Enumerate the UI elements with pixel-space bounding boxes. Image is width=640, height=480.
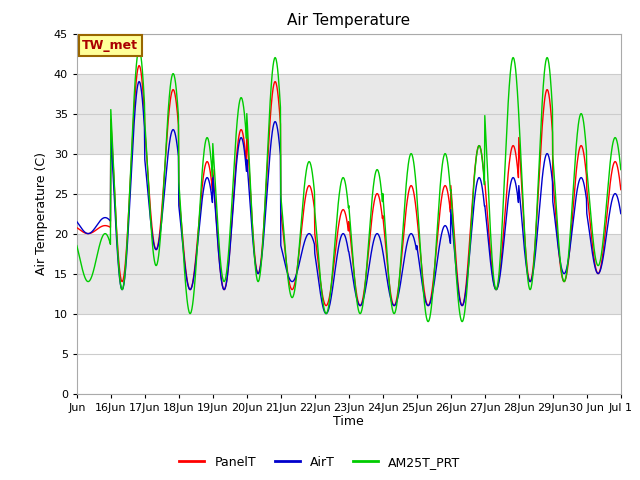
Line: AM25T_PRT: AM25T_PRT bbox=[77, 49, 621, 322]
AirT bbox=[323, 311, 330, 316]
PanelT bbox=[440, 186, 447, 192]
PanelT bbox=[617, 187, 625, 192]
PanelT bbox=[291, 283, 298, 288]
AM25T_PRT bbox=[73, 243, 81, 249]
PanelT bbox=[87, 230, 95, 236]
PanelT bbox=[73, 225, 81, 230]
AM25T_PRT bbox=[135, 47, 143, 52]
Legend: PanelT, AirT, AM25T_PRT: PanelT, AirT, AM25T_PRT bbox=[174, 451, 466, 474]
Line: AirT: AirT bbox=[77, 82, 621, 313]
PanelT bbox=[323, 303, 330, 309]
AirT bbox=[324, 308, 332, 313]
PanelT bbox=[135, 63, 143, 69]
AirT bbox=[135, 79, 143, 84]
PanelT bbox=[324, 299, 332, 305]
AM25T_PRT bbox=[363, 262, 371, 268]
Bar bbox=[77, 234, 621, 313]
AM25T_PRT bbox=[440, 155, 447, 161]
AirT bbox=[364, 276, 371, 282]
AirT bbox=[73, 219, 81, 225]
Bar bbox=[77, 34, 621, 73]
AirT bbox=[440, 225, 447, 230]
AirT bbox=[291, 277, 298, 283]
PanelT bbox=[412, 200, 419, 206]
AM25T_PRT bbox=[424, 319, 432, 324]
Line: PanelT: PanelT bbox=[77, 66, 621, 306]
AM25T_PRT bbox=[617, 167, 625, 172]
Bar bbox=[77, 154, 621, 234]
AM25T_PRT bbox=[291, 289, 298, 295]
AM25T_PRT bbox=[87, 276, 95, 282]
Title: Air Temperature: Air Temperature bbox=[287, 13, 410, 28]
Text: TW_met: TW_met bbox=[83, 39, 138, 52]
Bar bbox=[77, 313, 621, 394]
Y-axis label: Air Temperature (C): Air Temperature (C) bbox=[35, 152, 48, 275]
Bar bbox=[77, 73, 621, 154]
AirT bbox=[412, 241, 419, 247]
AirT bbox=[87, 230, 95, 236]
AM25T_PRT bbox=[411, 170, 419, 176]
PanelT bbox=[364, 261, 371, 267]
AM25T_PRT bbox=[324, 307, 332, 313]
X-axis label: Time: Time bbox=[333, 415, 364, 429]
AirT bbox=[617, 211, 625, 216]
